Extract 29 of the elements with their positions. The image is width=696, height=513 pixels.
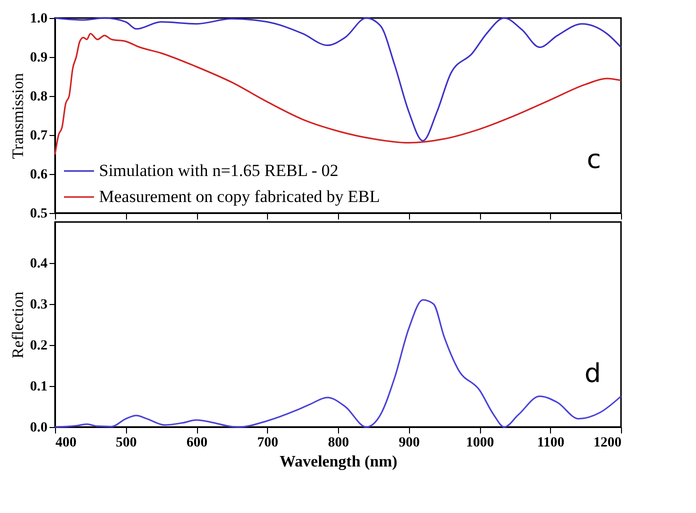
legend-label: Measurement on copy fabricated by EBL [99,187,380,206]
y-tick-label: 0.5 [30,206,48,222]
y-tick-label: 0.7 [30,128,48,144]
x-tick-label: 700 [257,436,278,450]
y-tick-label: 0.0 [30,420,48,436]
x-tick-label: 500 [116,436,137,450]
annotation: c [586,145,601,175]
y-tick-label: 0.8 [30,90,48,104]
x-tick-label: 600 [186,436,208,450]
line-series [54,32,622,156]
x-tick-label: 1000 [466,436,494,450]
y-tick-label: 0.9 [30,50,48,66]
y-axis-title: Reflection [10,292,27,358]
y-tick-label: 0.2 [30,338,48,354]
x-tick-label: 800 [328,436,349,450]
y-tick-label: 0.4 [30,256,48,272]
x-tick-label: 1200 [594,436,622,450]
y-axis-title: Transmission [10,73,27,159]
y-tick-label: 0.3 [30,298,48,312]
y-tick-label: 0.1 [30,380,48,394]
y-tick-label: 0.6 [30,168,48,182]
legend-label: Simulation with n=1.65 REBL - 02 [99,161,338,180]
x-axis-title: Wavelength (nm) [280,454,398,470]
x-tick-label: 1100 [537,436,564,450]
annotation: d [584,359,601,389]
line-series [54,17,622,142]
y-tick-label: 1.0 [30,12,48,26]
x-tick-label: 900 [398,436,420,450]
x-tick-label: 400 [56,436,76,450]
